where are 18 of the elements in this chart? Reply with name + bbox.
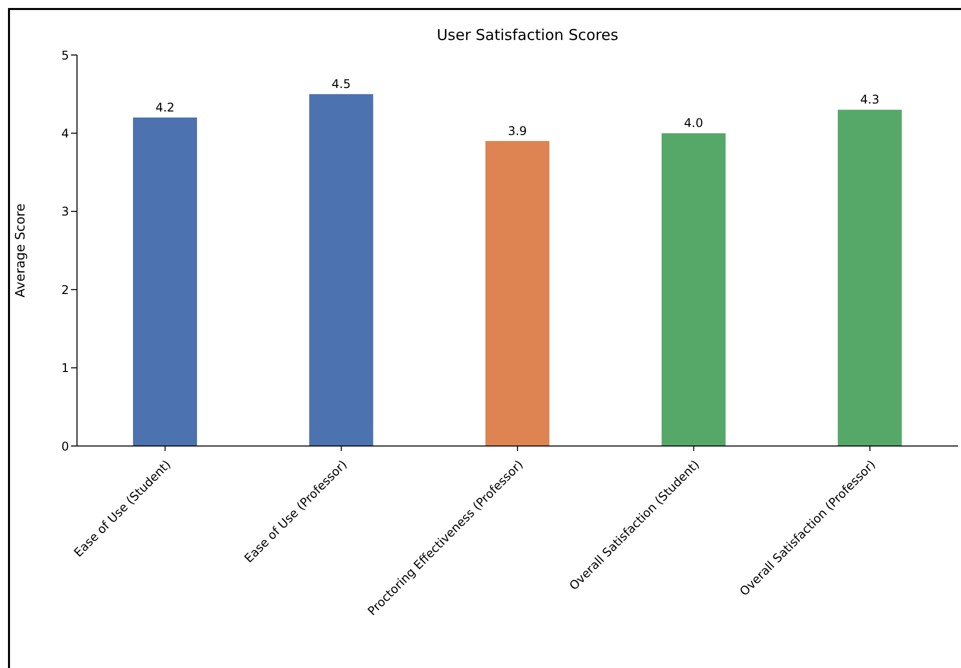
data-label: 4.3 bbox=[860, 92, 880, 107]
y-tick-label: 1 bbox=[61, 361, 69, 376]
data-label: 4.2 bbox=[155, 100, 175, 115]
data-label: 4.5 bbox=[332, 77, 351, 92]
bar bbox=[133, 118, 197, 446]
bar bbox=[485, 141, 550, 446]
data-label: 4.0 bbox=[684, 116, 704, 130]
y-tick-label: 3 bbox=[61, 204, 69, 219]
y-tick-label: 4 bbox=[61, 126, 69, 140]
y-tick-label: 5 bbox=[61, 48, 69, 62]
y-tick-label: 2 bbox=[61, 282, 69, 297]
y-tick-label: 0 bbox=[61, 439, 69, 454]
bar bbox=[662, 133, 726, 446]
bar bbox=[838, 110, 902, 446]
data-label: 3.9 bbox=[508, 124, 527, 138]
bar bbox=[309, 94, 374, 446]
chart-title: User Satisfaction Scores bbox=[436, 26, 620, 44]
y-axis-title: Average Score bbox=[14, 204, 29, 298]
